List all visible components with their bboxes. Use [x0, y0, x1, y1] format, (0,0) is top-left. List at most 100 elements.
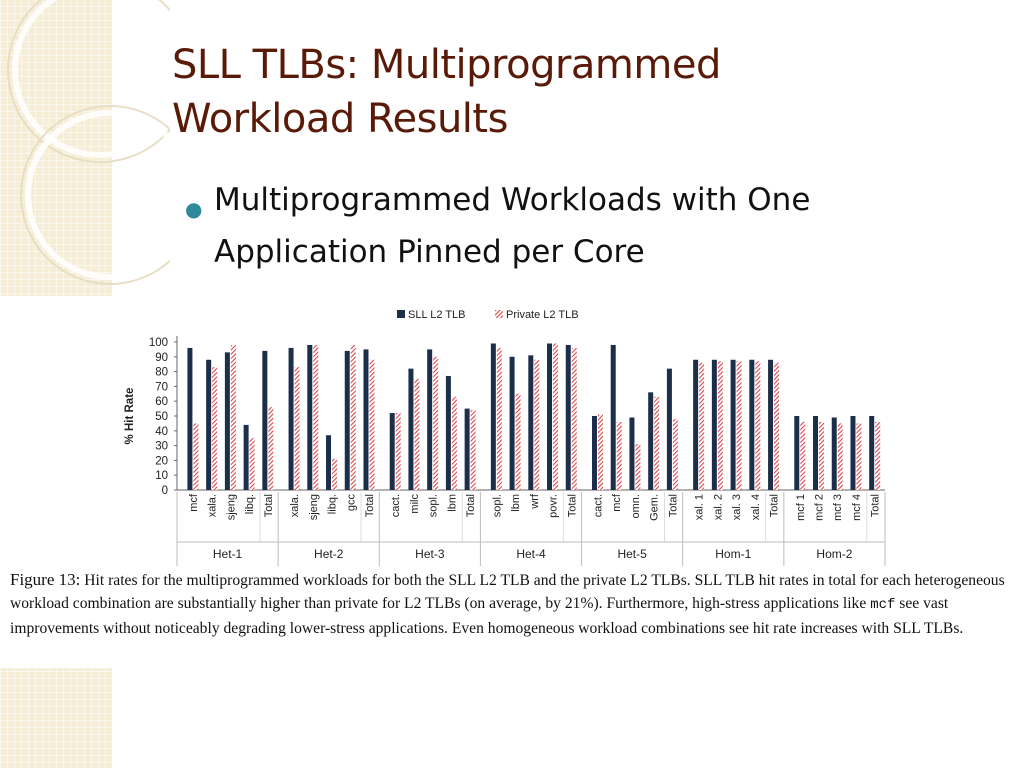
bar-sll — [326, 435, 332, 490]
bullet-text: Multiprogrammed Workloads with One Appli… — [214, 182, 811, 270]
bar-private — [534, 359, 540, 490]
figure-label: Figure 13: — [10, 570, 81, 589]
group-label: Hom-2 — [816, 547, 852, 561]
bar-private — [470, 410, 476, 490]
caption-text-2: see vast improvements without noticeably… — [10, 595, 964, 637]
bar-private — [313, 344, 319, 490]
y-tick-label: 10 — [155, 470, 168, 482]
bar-private — [268, 407, 274, 490]
group-label: Het-5 — [617, 547, 647, 561]
group-label: Het-4 — [516, 547, 546, 561]
x-category-label: Total — [870, 494, 882, 517]
x-category-label: xal. 3 — [731, 494, 743, 520]
legend-label-sll: SLL L2 TLB — [408, 309, 466, 321]
x-category-label: sjeng — [225, 494, 237, 520]
bar-sll — [693, 359, 699, 490]
x-category-label: sjeng — [308, 494, 320, 520]
y-tick-label: 40 — [155, 426, 168, 438]
bar-private — [616, 421, 622, 490]
x-category-label: mcf 1 — [795, 494, 807, 521]
x-category-label: Gem. — [649, 494, 661, 521]
bar-private — [395, 413, 401, 490]
bar-sll — [648, 392, 654, 490]
bar-sll — [869, 416, 875, 490]
bar-sll — [794, 416, 800, 490]
x-category-label: mcf — [611, 493, 623, 512]
bar-sll — [528, 355, 534, 490]
x-category-label: sopl. — [428, 494, 440, 517]
y-tick-label: 20 — [155, 455, 168, 467]
hit-rate-bar-chart: SLL L2 TLB Private L2 TLB 0 10 20 30 40 50 60 70 8… — [124, 309, 886, 566]
x-category-label: Total — [769, 494, 781, 517]
bar-private — [856, 423, 862, 490]
x-category-label: libq. — [327, 494, 339, 514]
bar-private — [553, 343, 559, 490]
bar-sll — [547, 343, 553, 490]
bar-private — [451, 396, 457, 490]
bar-private — [369, 359, 375, 490]
y-tick-label: 90 — [155, 352, 168, 364]
x-category-label: lbm — [446, 494, 458, 512]
bar-private — [433, 356, 439, 490]
bar-sll — [206, 359, 212, 490]
x-category-label: wrf — [529, 493, 541, 510]
legend-swatch-private — [495, 310, 503, 318]
bullet-dot-icon: ● — [185, 197, 203, 221]
x-category-label: sopl. — [491, 494, 503, 517]
group-label: Het-2 — [314, 547, 344, 561]
x-category-label: mcf 2 — [814, 494, 826, 521]
x-category-label: mcf 4 — [851, 494, 863, 521]
x-category-label: Total — [465, 494, 477, 517]
bar-private — [212, 367, 218, 490]
x-category-label: cact. — [592, 494, 604, 517]
x-category-label: libq. — [244, 494, 256, 514]
x-category-label: xal. 4 — [750, 494, 762, 520]
y-tick-label: 50 — [155, 411, 168, 423]
bar-sll — [363, 349, 369, 490]
bar-private — [597, 414, 603, 490]
bar-sll — [711, 359, 717, 490]
x-category-label: xala. — [289, 494, 301, 517]
x-category-label: lbm — [510, 494, 522, 512]
bar-private — [515, 393, 521, 490]
x-category-label: povr. — [548, 494, 560, 518]
x-category-label: mcf 3 — [832, 494, 844, 521]
caption-code: mcf — [870, 597, 896, 613]
bar-sll — [591, 416, 597, 490]
x-category-label: xal. 1 — [694, 494, 706, 520]
bar-sll — [666, 368, 672, 490]
bar-sll — [490, 343, 496, 490]
group-label: Het-3 — [415, 547, 445, 561]
x-category-label: Total — [667, 494, 679, 517]
bar-sll — [224, 352, 230, 490]
bar-private — [717, 361, 723, 490]
figure-panel: SLL L2 TLB Private L2 TLB 0 10 20 30 40 50 60 70 8… — [0, 296, 1024, 668]
bar-private — [736, 361, 742, 490]
bar-sll — [464, 408, 470, 490]
bar-sll — [445, 376, 451, 490]
bar-sll — [610, 344, 616, 490]
x-category-label: xal. 2 — [712, 494, 724, 520]
bar-private — [672, 418, 678, 490]
bar-private — [230, 344, 236, 490]
y-tick-label: 70 — [155, 381, 168, 393]
bar-private — [837, 423, 843, 490]
bar-sll — [730, 359, 736, 490]
bar-sll — [629, 417, 635, 490]
y-tick-label: 60 — [155, 396, 168, 408]
bar-private — [800, 421, 806, 490]
bar-sll — [243, 424, 249, 490]
figure-caption: Figure 13: Hit rates for the multiprogra… — [10, 568, 1016, 640]
bar-private — [654, 396, 660, 490]
bar-private — [774, 362, 780, 490]
y-tick-label: 80 — [155, 367, 168, 379]
group-label: Het-1 — [213, 547, 243, 561]
slide-title: SLL TLBs: Multiprogrammed Workload Resul… — [172, 42, 721, 142]
y-tick-label: 30 — [155, 441, 168, 453]
bar-private — [571, 347, 577, 490]
bar-sll — [288, 347, 294, 490]
bar-sll — [427, 349, 433, 490]
x-category-label: cact. — [390, 494, 402, 517]
bar-sll — [187, 347, 193, 490]
x-category-label: milc — [409, 494, 421, 514]
